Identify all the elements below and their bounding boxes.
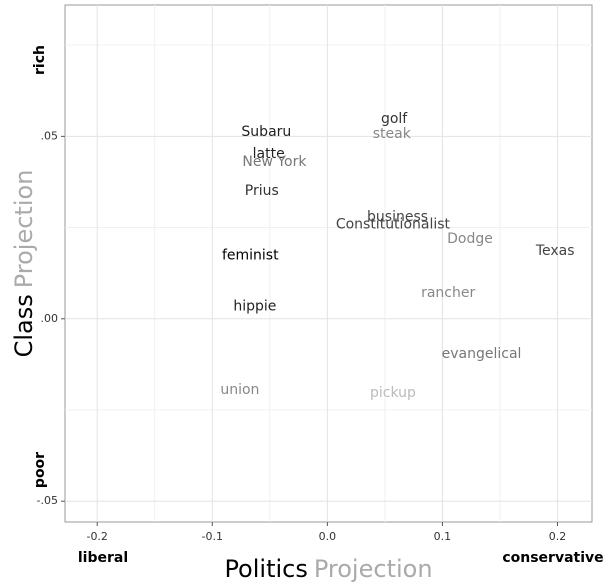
x-axis-title: Politics Projection	[224, 555, 432, 583]
y-end-label: rich	[32, 45, 48, 75]
x-tick-label: 0.1	[434, 530, 452, 543]
x-end-label: liberal	[78, 550, 128, 566]
x-axis-title-part: Projection	[314, 555, 433, 583]
word-point: rancher	[421, 285, 475, 301]
x-tick-label: -0.1	[202, 530, 223, 543]
x-tick-label: 0.2	[549, 530, 567, 543]
y-tick-label: .00	[41, 312, 59, 325]
word-point: feminist	[222, 248, 279, 264]
x-end-label: conservative	[502, 550, 603, 566]
x-tick-label: -0.2	[86, 530, 107, 543]
word-point: golf	[381, 111, 408, 127]
x-tick-label: 0.0	[319, 530, 337, 543]
y-tick-label: .05	[41, 129, 59, 142]
word-point: Constitutionalist	[336, 217, 451, 233]
x-axis-title-part: Politics	[224, 555, 307, 583]
word-point: evangelical	[442, 346, 522, 362]
word-point: Subaru	[241, 124, 291, 140]
word-point: business	[367, 209, 428, 225]
word-point: latte	[253, 146, 285, 162]
word-point: union	[220, 382, 259, 398]
word-point: Texas	[535, 243, 575, 259]
y-end-label: poor	[32, 452, 48, 488]
word-point: Dodge	[447, 231, 493, 247]
word-point: New York	[242, 154, 307, 170]
y-axis-title: Class Projection	[10, 170, 38, 358]
word-point: steak	[373, 126, 412, 142]
word-point: pickup	[370, 385, 416, 401]
word-point: Prius	[245, 183, 279, 199]
y-tick-label: -.05	[37, 494, 58, 507]
plot-panel	[64, 4, 593, 523]
y-axis-title-part: Projection	[10, 170, 38, 289]
y-axis-title-part: Class	[10, 294, 38, 357]
word-point: hippie	[233, 299, 276, 315]
